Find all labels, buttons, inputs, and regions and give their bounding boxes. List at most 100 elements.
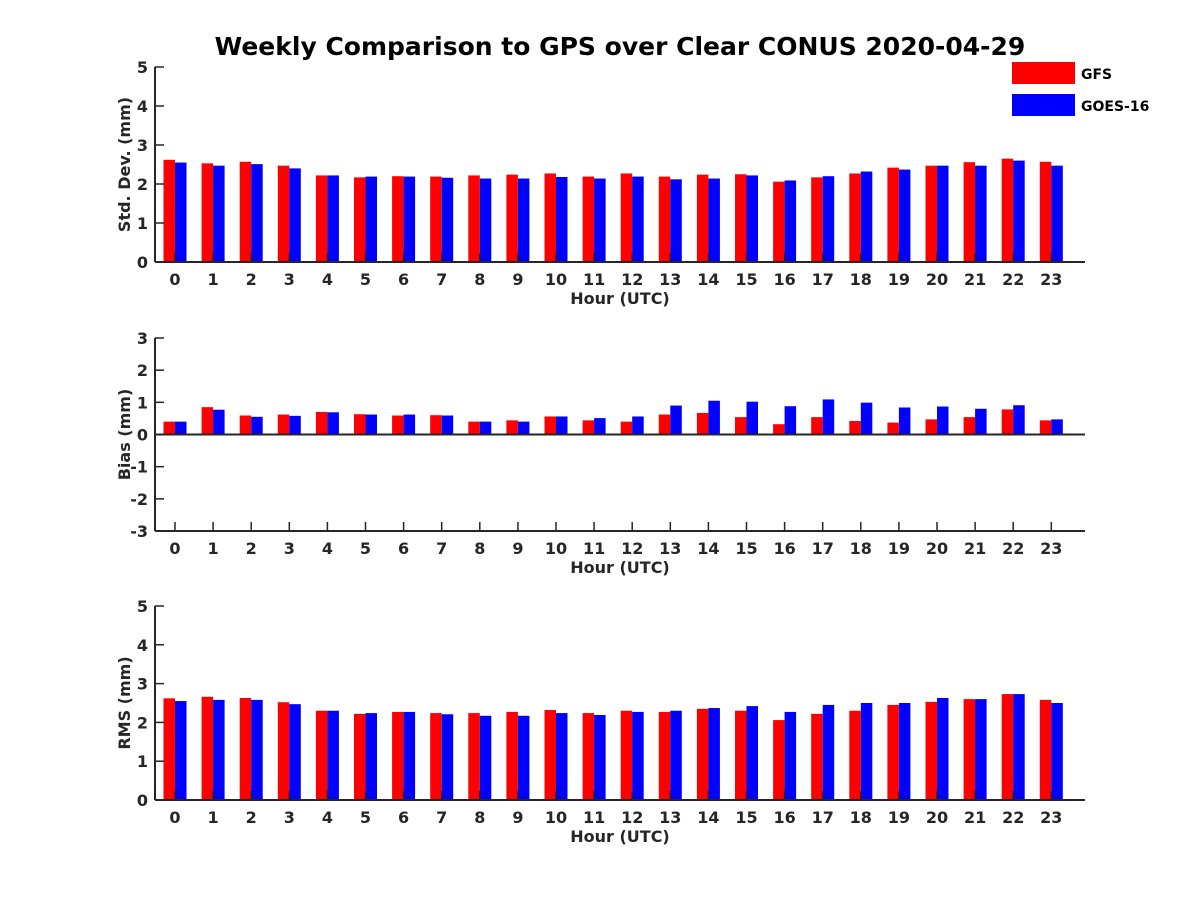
x-tick-label: 4 (322, 270, 333, 289)
x-tick-label: 14 (697, 808, 719, 827)
x-tick-label: 18 (850, 539, 872, 558)
x-tick-label: 23 (1040, 808, 1062, 827)
bar (1051, 703, 1063, 800)
bar (658, 711, 671, 800)
bar (925, 701, 937, 800)
y-tick-label: 3 (137, 329, 148, 348)
bar (963, 699, 976, 800)
bar (860, 402, 873, 435)
bar (365, 414, 377, 435)
bar (849, 710, 861, 800)
y-tick-label: 1 (137, 393, 148, 412)
x-tick-label: 13 (659, 270, 681, 289)
bar (430, 415, 442, 435)
x-tick-label: 21 (964, 808, 986, 827)
x-tick-label: 1 (208, 808, 219, 827)
bar (1001, 409, 1014, 435)
bar (773, 181, 785, 262)
bars (163, 158, 1063, 262)
y-tick-label: 1 (137, 752, 148, 771)
bar (517, 421, 530, 435)
bar (963, 162, 976, 262)
y-tick-label: 0 (137, 791, 148, 810)
bar (506, 420, 518, 435)
x-tick-label: 9 (512, 808, 523, 827)
bar (1001, 694, 1014, 800)
bar (315, 411, 328, 435)
bar (544, 173, 556, 262)
x-tick-label: 11 (583, 539, 605, 558)
legend-swatch (1012, 62, 1075, 84)
bar (735, 710, 747, 800)
y-tick-label: 4 (137, 97, 148, 116)
bar (201, 696, 214, 800)
x-tick-label: 21 (964, 270, 986, 289)
bar (1013, 405, 1025, 435)
bar (696, 174, 709, 262)
x-tick-label: 23 (1040, 270, 1062, 289)
bars (163, 694, 1063, 800)
bar (784, 180, 797, 262)
x-tick-label: 17 (812, 808, 834, 827)
x-axis-label: Hour (UTC) (570, 827, 670, 846)
bar (277, 702, 290, 800)
legend-swatch (1012, 94, 1075, 116)
y-tick-label: 4 (137, 636, 148, 655)
bar (898, 407, 911, 435)
bar (479, 421, 492, 435)
bar (315, 175, 328, 262)
bar (1001, 158, 1014, 262)
y-tick-label: 0 (137, 253, 148, 272)
legend-label: GFS (1081, 67, 1112, 83)
bar (620, 421, 633, 435)
x-tick-label: 0 (169, 539, 180, 558)
bar (849, 173, 861, 262)
bar (594, 418, 606, 435)
bar (670, 405, 682, 435)
bar (773, 424, 785, 435)
x-tick-label: 3 (284, 270, 295, 289)
bar (1039, 420, 1052, 435)
x-tick-label: 7 (436, 270, 447, 289)
bar (251, 699, 263, 800)
bar (239, 161, 252, 262)
x-tick-label: 11 (583, 808, 605, 827)
y-tick-label: 2 (137, 175, 148, 194)
bar (201, 163, 214, 262)
bar (1051, 419, 1063, 435)
bar (822, 704, 835, 800)
bar (620, 710, 633, 800)
bar (327, 175, 339, 262)
x-tick-label: 19 (888, 808, 910, 827)
x-tick-label: 3 (284, 539, 295, 558)
bar (163, 159, 175, 262)
bar (860, 703, 873, 800)
x-axis-label: Hour (UTC) (570, 289, 670, 308)
bar (708, 178, 720, 262)
y-tick-label: 1 (137, 214, 148, 233)
bar (925, 165, 937, 262)
x-tick-label: 6 (398, 270, 409, 289)
bar (735, 174, 747, 262)
x-tick-label: 18 (850, 808, 872, 827)
bar (746, 175, 758, 262)
bar (773, 720, 785, 800)
x-tick-label: 2 (246, 270, 257, 289)
x-tick-label: 10 (545, 270, 567, 289)
x-tick-label: 4 (322, 539, 333, 558)
x-tick-label: 23 (1040, 539, 1062, 558)
bar (811, 417, 823, 435)
x-tick-label: 6 (398, 808, 409, 827)
bar (175, 421, 187, 435)
bar (582, 176, 595, 262)
bar (696, 412, 709, 435)
bar (784, 406, 797, 435)
x-tick-label: 8 (474, 270, 485, 289)
bar (887, 422, 899, 435)
x-tick-label: 20 (926, 808, 948, 827)
bar (403, 711, 416, 800)
x-tick-label: 12 (621, 270, 643, 289)
x-tick-label: 13 (659, 808, 681, 827)
